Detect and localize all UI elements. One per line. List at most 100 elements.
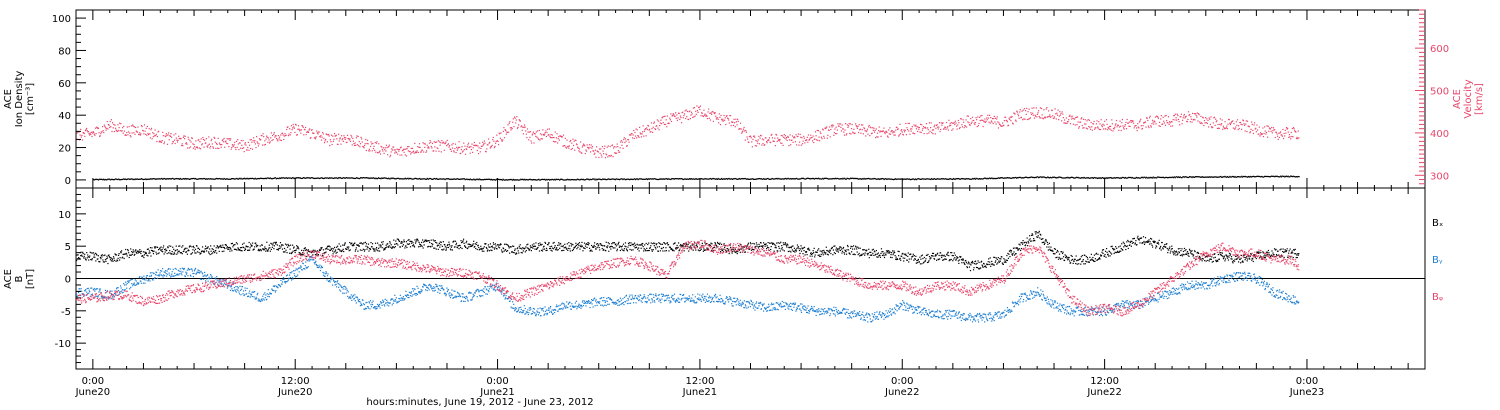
data-point <box>1225 127 1227 129</box>
data-point <box>260 250 262 252</box>
data-point <box>379 250 381 252</box>
data-point <box>324 248 327 250</box>
data-point <box>342 248 344 250</box>
data-point <box>533 179 536 181</box>
data-point <box>98 132 100 134</box>
data-point <box>594 179 596 181</box>
data-point <box>1226 128 1229 130</box>
data-point <box>403 178 405 180</box>
data-point <box>532 247 534 249</box>
data-point <box>1284 129 1286 131</box>
data-point <box>289 177 291 179</box>
data-point <box>353 177 355 179</box>
data-point <box>749 242 752 244</box>
data-point <box>564 243 566 245</box>
data-point <box>674 115 676 117</box>
data-point <box>339 250 341 252</box>
data-point <box>312 249 314 251</box>
data-point <box>527 131 529 133</box>
data-point <box>482 179 484 181</box>
data-point <box>641 133 643 135</box>
data-point <box>814 177 816 180</box>
data-point <box>643 135 645 137</box>
data-point <box>855 125 857 127</box>
data-point <box>97 255 99 257</box>
data-point <box>291 252 293 255</box>
data-point <box>633 129 635 132</box>
data-point <box>185 143 187 145</box>
data-point <box>576 248 578 250</box>
data-point <box>992 122 994 125</box>
data-point <box>276 248 278 251</box>
data-point <box>119 179 121 181</box>
data-point <box>363 147 365 149</box>
data-point <box>1088 177 1090 179</box>
data-point <box>1011 115 1013 118</box>
data-point <box>332 135 334 137</box>
data-point <box>267 177 269 179</box>
data-point <box>534 179 536 181</box>
data-point <box>469 243 471 246</box>
data-point <box>734 251 736 253</box>
data-point <box>329 246 331 248</box>
data-point <box>941 178 943 180</box>
data-point <box>1063 119 1066 121</box>
data-point <box>280 246 282 248</box>
data-point <box>913 178 915 180</box>
data-point <box>953 178 955 180</box>
data-point <box>430 141 432 143</box>
data-point <box>732 248 734 251</box>
data-point <box>604 157 607 159</box>
data-point <box>817 178 819 180</box>
data-point <box>852 177 854 179</box>
data-point <box>274 136 276 138</box>
data-point <box>621 141 624 143</box>
data-point <box>970 122 972 125</box>
data-point <box>1118 129 1120 131</box>
data-point <box>431 178 433 180</box>
data-point <box>419 146 421 149</box>
data-point <box>190 141 192 143</box>
data-point <box>99 178 101 181</box>
data-point <box>1251 121 1253 123</box>
data-point <box>591 147 593 149</box>
data-point <box>1068 119 1070 121</box>
data-point <box>608 155 611 157</box>
data-point <box>441 248 443 251</box>
data-point <box>230 148 232 150</box>
data-point <box>1285 132 1287 134</box>
data-point <box>304 126 307 129</box>
data-point <box>103 124 105 126</box>
data-point <box>301 253 303 255</box>
data-point <box>1285 127 1288 129</box>
data-point <box>867 133 869 135</box>
data-point <box>1096 120 1098 122</box>
data-point <box>240 246 243 249</box>
data-point <box>982 178 984 180</box>
data-point <box>508 131 510 133</box>
data-point <box>305 133 307 136</box>
data-point <box>961 124 963 126</box>
data-point <box>210 245 212 247</box>
data-point <box>1294 130 1296 132</box>
data-point <box>1210 116 1212 118</box>
data-point <box>496 134 498 136</box>
data-point <box>680 244 682 246</box>
data-point <box>205 178 207 180</box>
data-point <box>495 179 497 181</box>
data-point <box>97 179 100 181</box>
data-point <box>178 135 180 137</box>
data-point <box>419 245 421 248</box>
data-point <box>940 178 942 180</box>
data-point <box>194 248 197 250</box>
data-point <box>699 249 701 251</box>
data-point <box>1085 127 1088 129</box>
data-point <box>592 178 595 180</box>
data-point <box>314 177 316 180</box>
data-point <box>207 246 209 248</box>
data-point <box>542 246 545 248</box>
data-point <box>436 242 438 244</box>
data-point <box>783 136 785 138</box>
data-point <box>788 144 790 147</box>
data-point <box>83 255 85 257</box>
